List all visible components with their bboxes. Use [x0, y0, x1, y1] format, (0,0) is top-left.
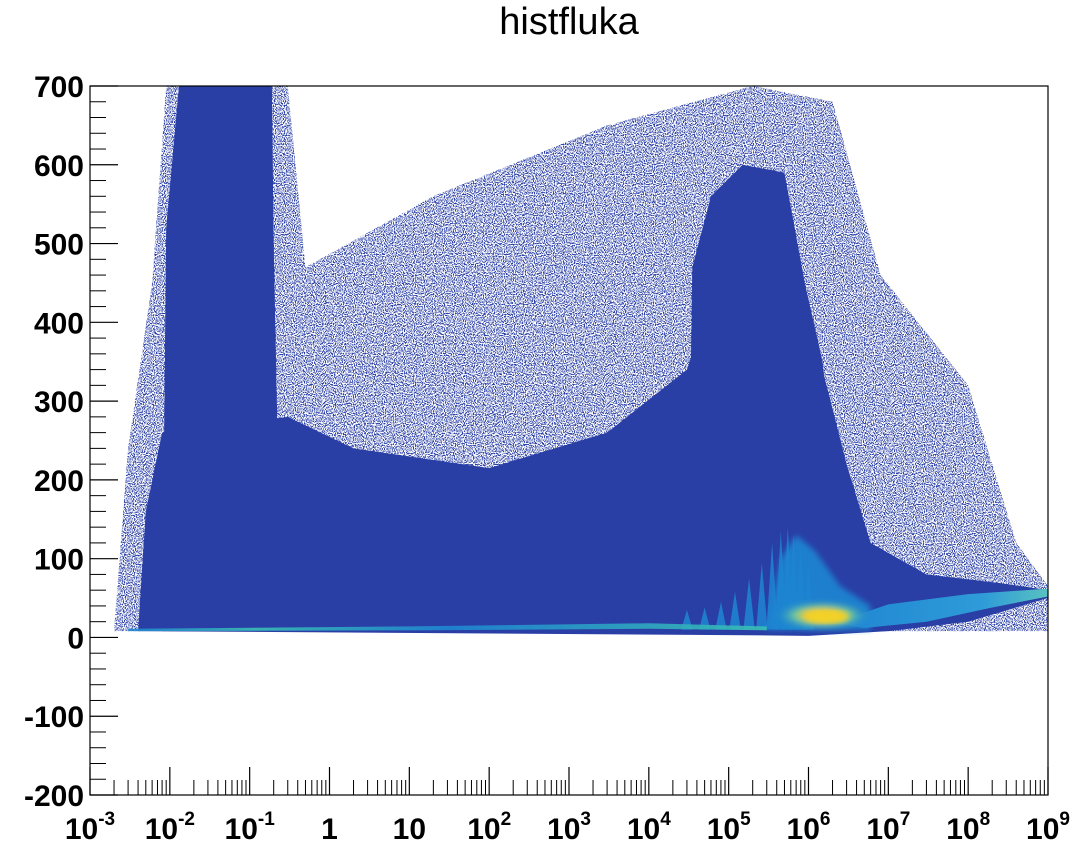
high-energy-tail	[832, 588, 1048, 628]
dense-line	[128, 623, 767, 632]
x-tick-exponent: 8	[980, 809, 991, 830]
x-tick-label: 109	[1026, 809, 1070, 846]
y-tick-label: 500	[34, 229, 84, 262]
x-tick-base: 10	[393, 813, 426, 846]
x-tick-exponent: 9	[1059, 809, 1070, 830]
heatmap-density	[114, 86, 1048, 636]
x-tick-base: 10	[65, 813, 98, 846]
y-tick-label: 100	[34, 544, 84, 577]
y-tick-label: -200	[24, 780, 84, 813]
x-tick-label: 103	[547, 809, 591, 846]
x-tick-exponent: 4	[660, 809, 671, 830]
x-tick-base: 10	[1026, 813, 1059, 846]
x-tick-label: 108	[946, 809, 990, 846]
chart-title: histfluka	[499, 1, 639, 43]
x-tick-exponent: -1	[258, 809, 275, 830]
x-tick-exponent: 5	[740, 809, 751, 830]
y-tick-label: 400	[34, 307, 84, 340]
resonance-spike	[698, 607, 711, 630]
x-tick-label: 107	[866, 809, 910, 846]
x-tick-base: 10	[946, 813, 979, 846]
x-tick-label: 10-1	[225, 809, 276, 846]
x-tick-base: 10	[787, 813, 820, 846]
x-tick-base: 1	[321, 813, 338, 846]
y-tick-label: -100	[24, 701, 84, 734]
x-tick-base: 10	[145, 813, 178, 846]
y-tick-label: 600	[34, 150, 84, 183]
resonance-spike	[729, 591, 741, 630]
x-tick-base: 10	[707, 813, 740, 846]
x-tick-exponent: -3	[98, 809, 115, 830]
y-tick-label: 700	[34, 71, 84, 104]
x-tick-exponent: 2	[501, 809, 512, 830]
x-tick-label: 1	[321, 813, 338, 846]
resonance-spike	[756, 562, 768, 630]
x-tick-base: 10	[547, 813, 580, 846]
x-tick-base: 10	[627, 813, 660, 846]
x-tick-label: 10-3	[65, 809, 115, 846]
x-tick-label: 105	[707, 809, 751, 846]
x-tick-exponent: 3	[580, 809, 591, 830]
resonance-spike	[715, 601, 727, 630]
x-tick-label: 102	[467, 809, 511, 846]
x-tick-base: 10	[467, 813, 500, 846]
resonance-band	[686, 164, 836, 632]
x-tick-label: 10-2	[145, 809, 195, 846]
x-tick-exponent: 6	[820, 809, 831, 830]
x-tick-label: 104	[627, 809, 671, 846]
x-tick-exponent: -2	[178, 809, 195, 830]
resonance-spike	[743, 578, 755, 630]
x-tick-exponent: 7	[900, 809, 911, 830]
x-tick-label: 10	[393, 813, 426, 846]
x-tick-base: 10	[866, 813, 899, 846]
y-tick-label: 0	[67, 622, 84, 655]
y-tick-label: 300	[34, 386, 84, 419]
x-tick-label: 106	[787, 809, 831, 846]
peak-core-hot	[804, 610, 849, 623]
y-tick-label: 200	[34, 465, 84, 498]
x-tick-base: 10	[225, 813, 258, 846]
